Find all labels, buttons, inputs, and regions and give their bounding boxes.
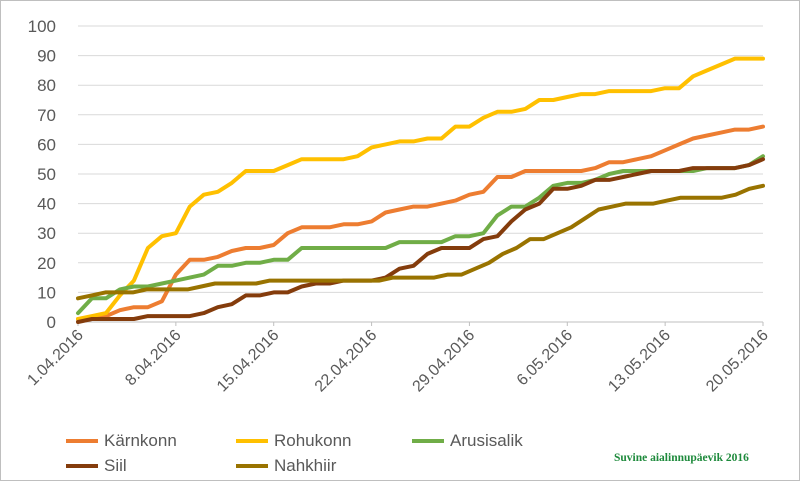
x-tick-label: 1.04.2016 [24, 327, 86, 389]
x-tick-label: 20.05.2016 [703, 327, 772, 396]
x-tick-label: 22.04.2016 [312, 327, 381, 396]
watermark-text: Suvine aialinnupäevik 2016 [614, 452, 749, 464]
series-line-rohukonn [76, 56, 765, 321]
y-tick-label: 90 [37, 47, 56, 66]
series-line-nahkhiir [76, 183, 765, 301]
x-tick-label: 29.04.2016 [410, 327, 479, 396]
y-tick-label: 70 [37, 106, 56, 125]
series-line-siil [76, 157, 765, 324]
y-tick-label: 30 [37, 224, 56, 243]
x-tick-label: 6.05.2016 [514, 327, 576, 389]
y-tick-label: 0 [47, 313, 56, 332]
y-tick-label: 40 [37, 195, 56, 214]
x-tick-label: 13.05.2016 [605, 327, 674, 396]
y-tick-label: 60 [37, 135, 56, 154]
y-tick-label: 80 [37, 76, 56, 95]
x-tick-label: 15.04.2016 [214, 327, 283, 396]
y-tick-label: 100 [28, 17, 56, 36]
y-tick-label: 10 [37, 283, 56, 302]
series-line-k-rnkonn [76, 124, 765, 321]
y-tick-label: 50 [37, 165, 56, 184]
x-tick-label: 8.04.2016 [122, 327, 184, 389]
y-tick-label: 20 [37, 254, 56, 273]
